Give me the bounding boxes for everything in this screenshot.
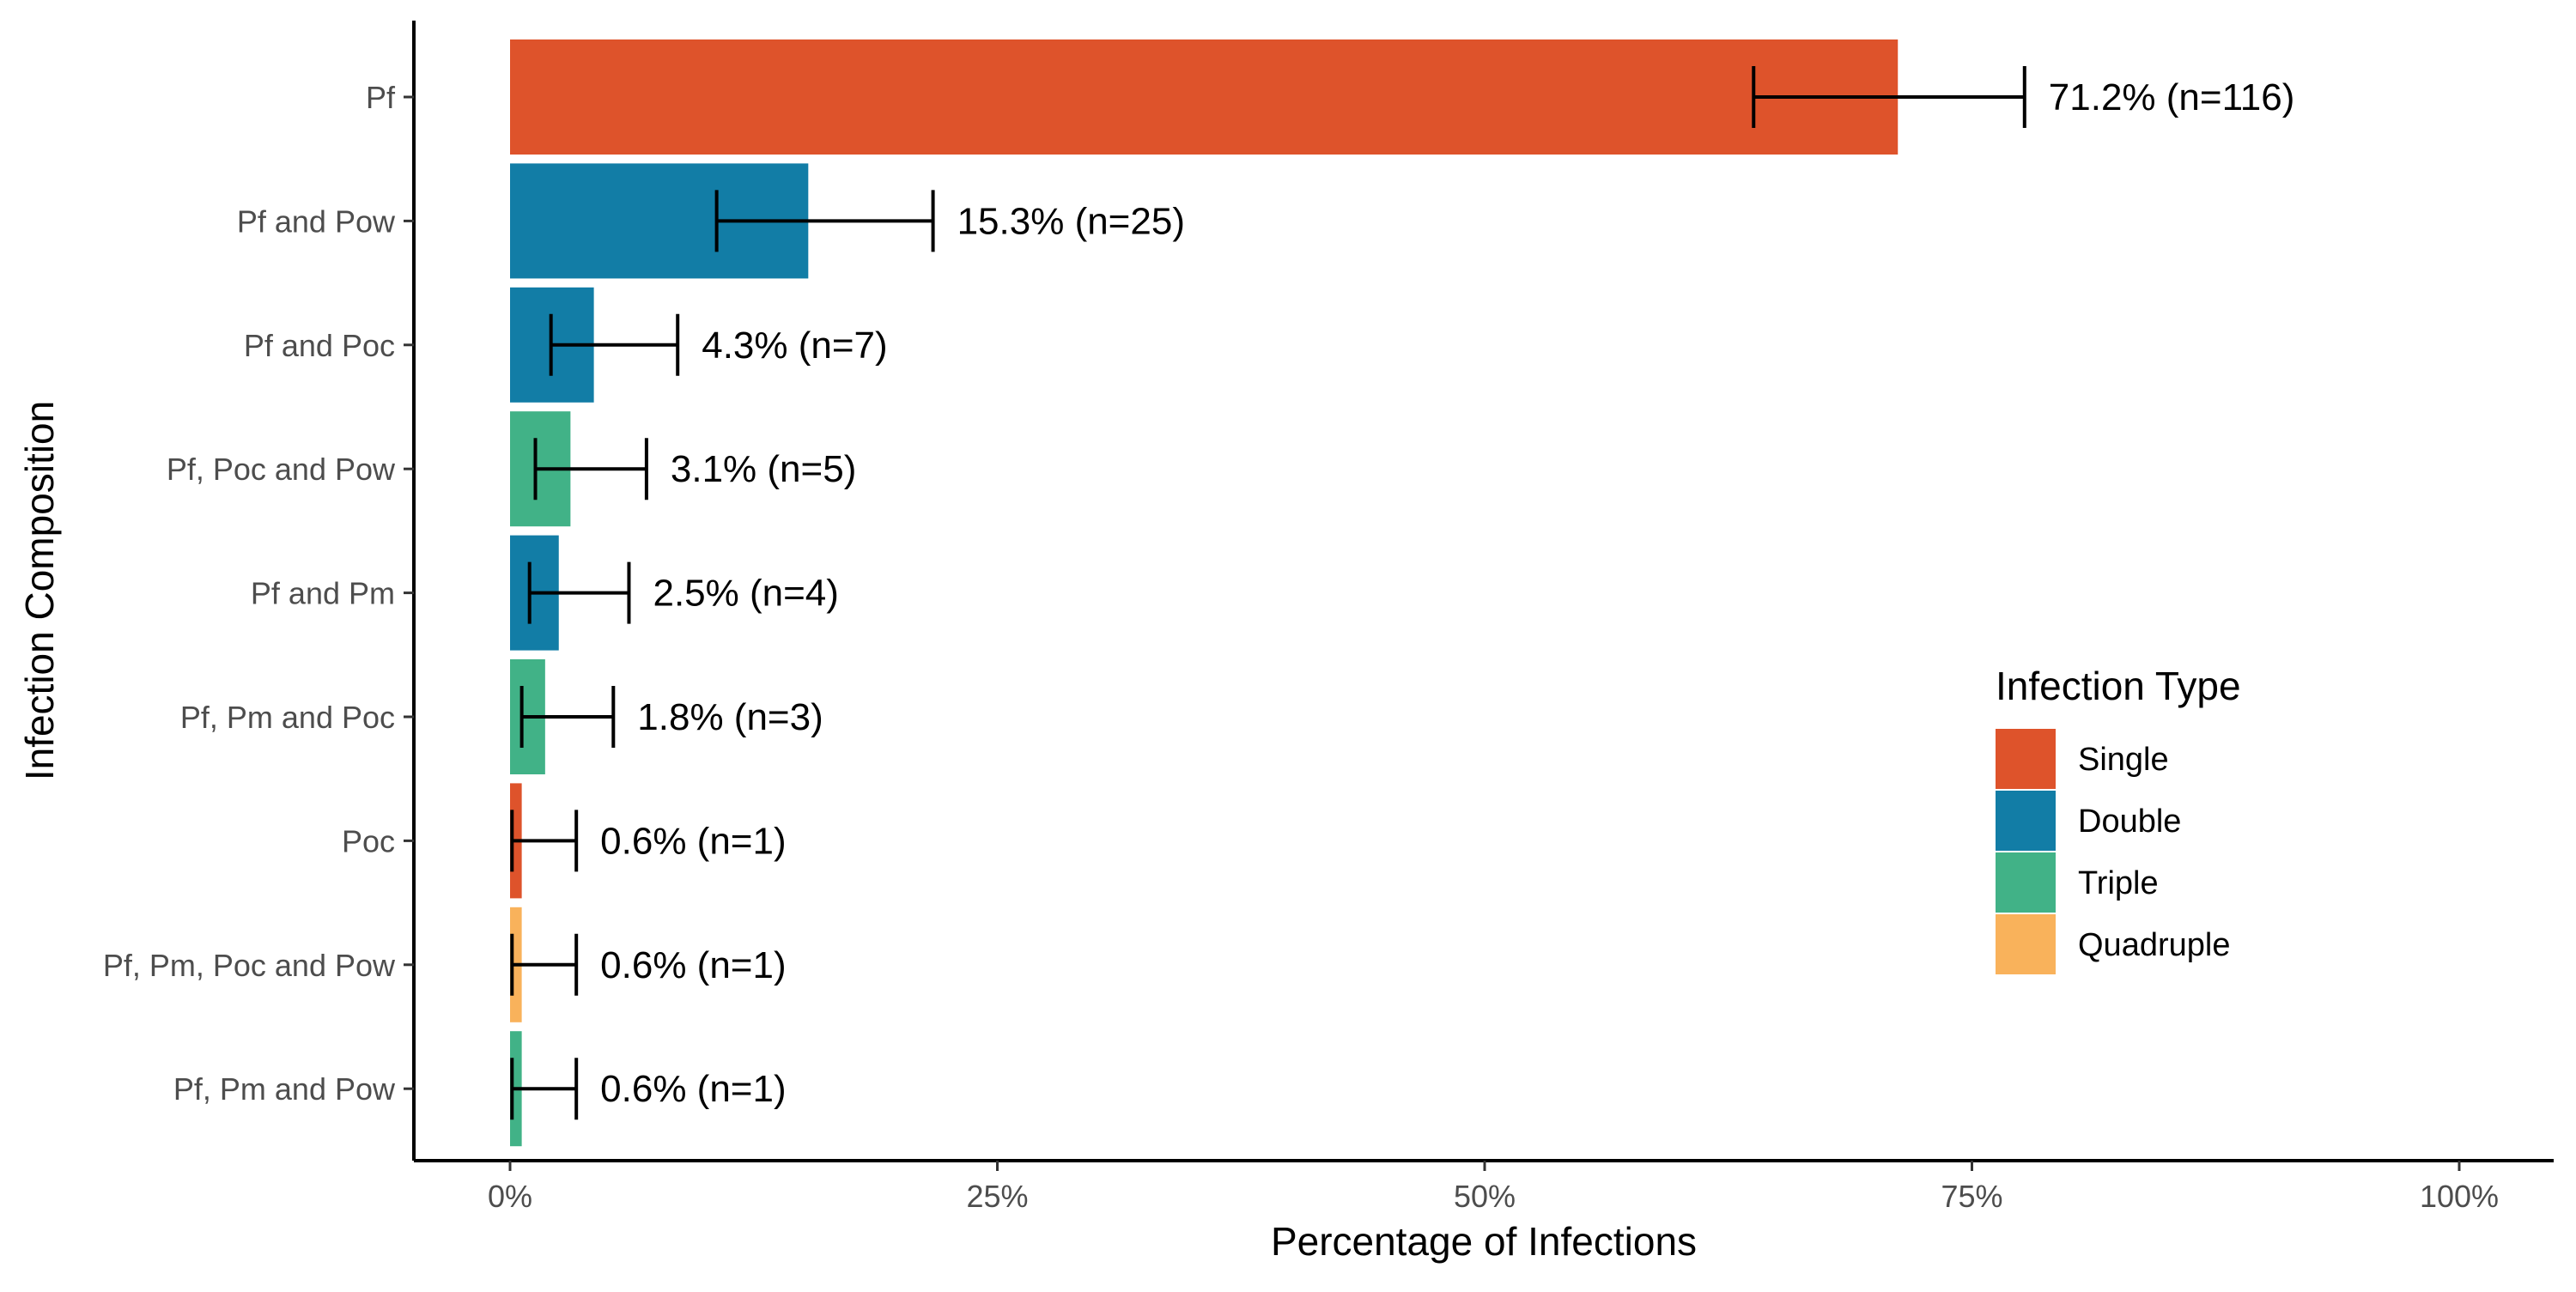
x-ticks-layer: 0% 25% 50% 75% 100%: [488, 1161, 2499, 1214]
error-bar: [527, 561, 631, 624]
legend-swatch: [1996, 914, 2056, 974]
error-bar: [510, 933, 579, 996]
error-bar: [533, 438, 648, 500]
legend-label: Triple: [2078, 865, 2159, 901]
error-bar: [549, 313, 680, 376]
y-tick-label: Pf, Poc and Pow: [167, 452, 396, 487]
data-label: 0.6% (n=1): [600, 820, 786, 862]
x-tick-label: 0%: [488, 1179, 532, 1214]
legend-label: Quadruple: [2078, 927, 2230, 963]
legend-title: Infection Type: [1996, 664, 2241, 708]
x-tick-label: 25%: [966, 1179, 1028, 1214]
legend: Infection Type Single Double Triple Quadrup…: [1996, 664, 2241, 974]
y-tick-label: Pf and Pow: [237, 203, 396, 239]
bar: [510, 39, 1899, 155]
y-tick-label: Pf, Pm and Poc: [180, 700, 395, 735]
y-tick-label: Pf: [366, 80, 396, 115]
legend-label: Double: [2078, 804, 2181, 840]
y-tick-label: Pf and Pm: [251, 576, 395, 611]
legend-swatch: [1996, 791, 2056, 851]
y-tick-label: Pf and Poc: [244, 328, 395, 363]
data-label: 1.8% (n=3): [637, 696, 823, 738]
data-label: 2.5% (n=4): [653, 573, 838, 615]
y-tick-label: Pf, Pm, Poc and Pow: [103, 948, 396, 983]
y-axis-title: Infection Composition: [17, 401, 62, 780]
legend-swatch: [1996, 729, 2056, 789]
x-tick-label: 50%: [1454, 1179, 1516, 1214]
data-label: 3.1% (n=5): [671, 448, 856, 490]
legend-swatch: [1996, 852, 2056, 913]
y-ticks-layer: Pf Pf and Pow Pf and Poc Pf, Poc and Pow Pf …: [103, 80, 414, 1107]
error-bar: [1752, 66, 2026, 128]
y-tick-label: Pf, Pm and Pow: [173, 1071, 396, 1107]
data-label: 4.3% (n=7): [702, 325, 887, 367]
legend-label: Single: [2078, 742, 2169, 778]
y-tick-label: Poc: [342, 823, 395, 858]
error-bar: [519, 686, 616, 748]
x-tick-label: 100%: [2420, 1179, 2499, 1214]
x-tick-label: 75%: [1941, 1179, 2002, 1214]
data-labels-layer: 71.2% (n=116) 15.3% (n=25) 4.3% (n=7) 3.1% …: [600, 76, 2294, 1110]
error-bar: [510, 1058, 579, 1120]
data-label: 71.2% (n=116): [2049, 76, 2295, 118]
x-axis-title: Percentage of Infections: [1271, 1219, 1697, 1264]
data-label: 15.3% (n=25): [957, 200, 1185, 242]
error-bars-layer: [510, 66, 2026, 1120]
error-bar: [714, 190, 935, 252]
error-bar: [510, 810, 579, 872]
data-label: 0.6% (n=1): [600, 1068, 786, 1110]
data-label: 0.6% (n=1): [600, 944, 786, 986]
